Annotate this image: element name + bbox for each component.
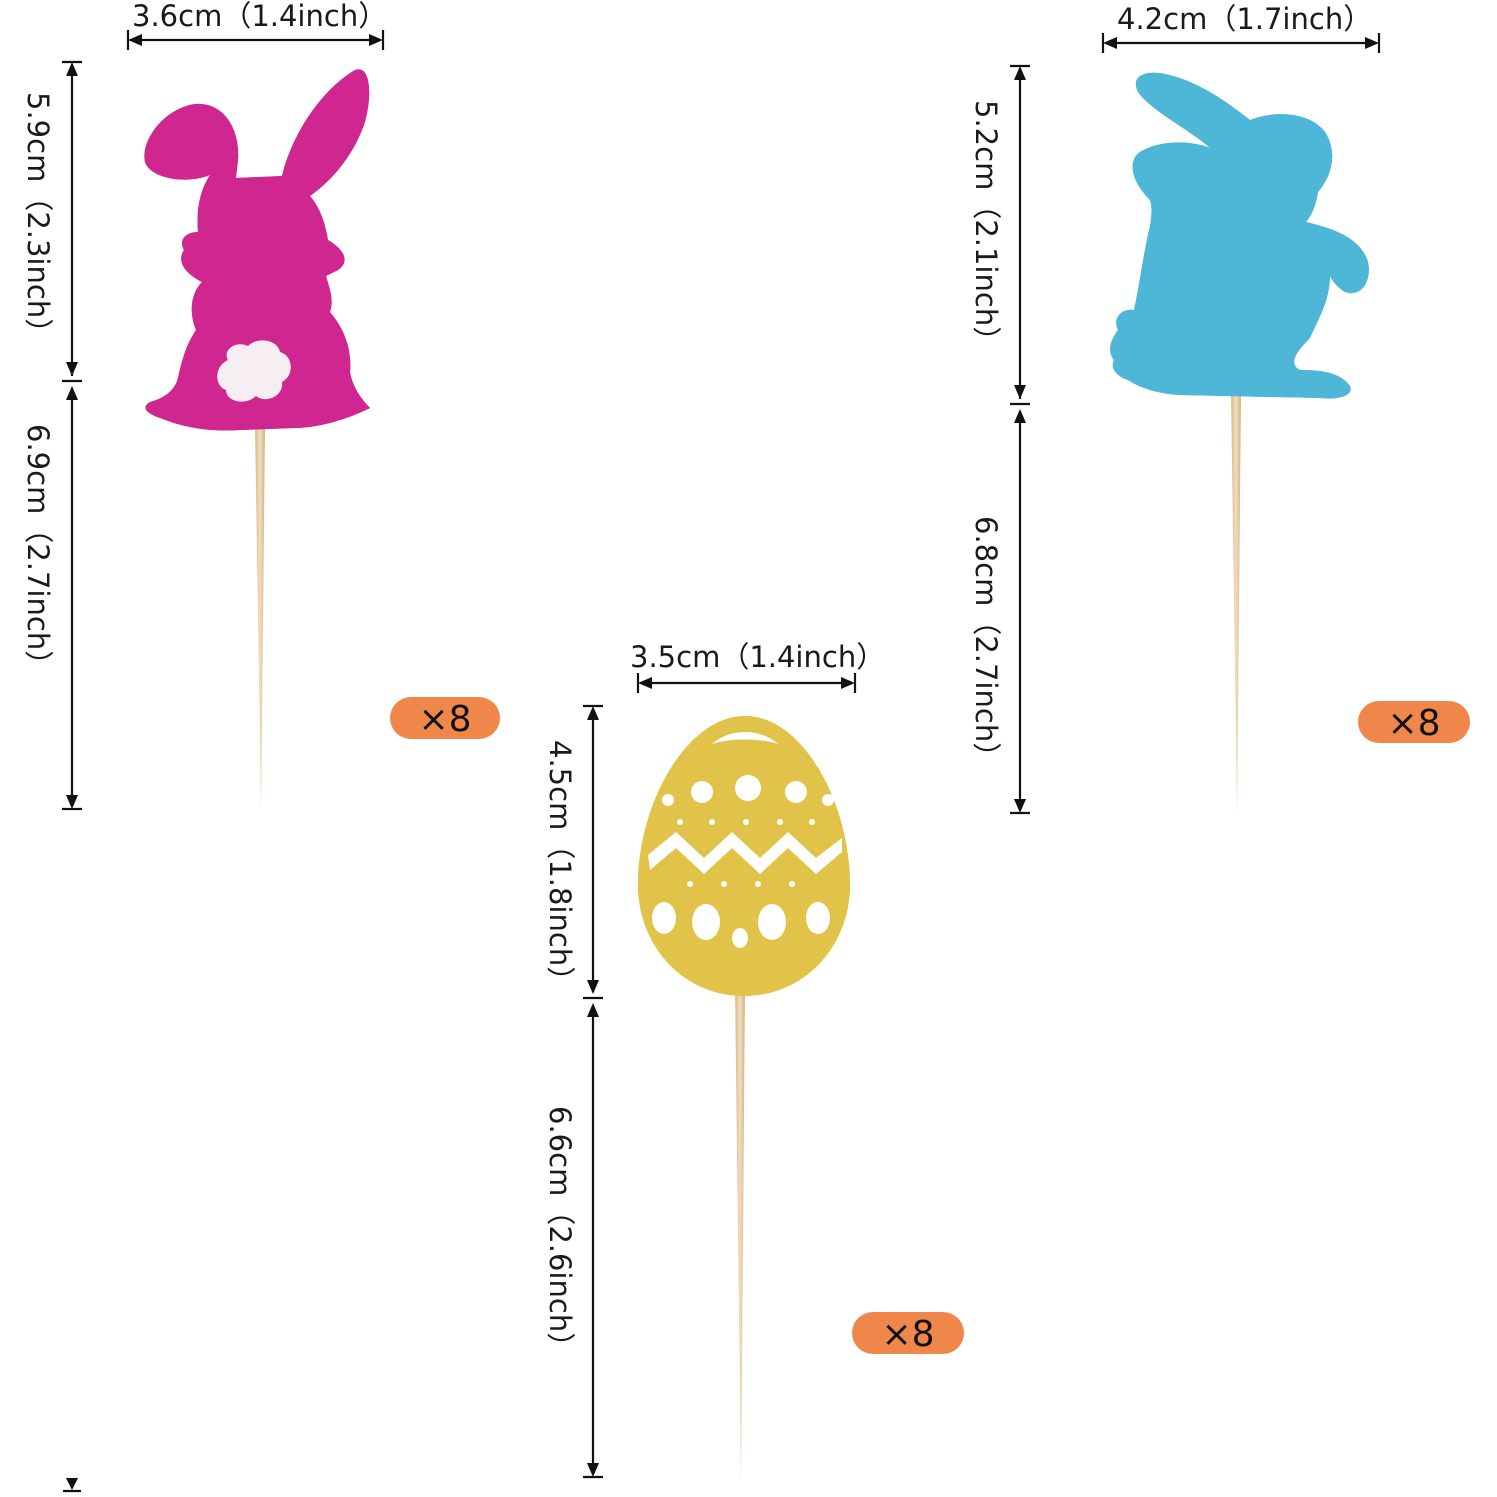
blue-bunny-topper (1110, 72, 1369, 815)
gold-egg-height-dimension: 4.5cm（1.8inch） (543, 704, 603, 1000)
gold-egg-stick-label: 6.6cm（2.6inch） (543, 1106, 577, 1361)
gold-egg-stick (735, 985, 745, 1485)
pink-bunny-quantity: ×8 (418, 699, 471, 740)
gold-egg-pattern (648, 732, 842, 948)
stray-arrow-mark (63, 1478, 81, 1493)
blue-bunny-width-label: 4.2cm（1.7inch） (1117, 2, 1372, 36)
gold-egg-icon (637, 716, 851, 996)
pink-bunny-stick-label: 6.9cm（2.7inch） (21, 424, 55, 679)
pink-bunny-height-dimension: 5.9cm（2.3inch） (21, 60, 82, 383)
pink-bunny-tail (217, 340, 291, 402)
blue-bunny-height-dimension: 5.2cm（2.1inch） (969, 64, 1030, 406)
gold-egg-topper (637, 716, 851, 1485)
gold-egg-height-label: 4.5cm（1.8inch） (543, 740, 577, 995)
pink-bunny-icon (144, 69, 370, 431)
blue-bunny-height-label: 5.2cm（2.1inch） (969, 100, 1003, 355)
blue-bunny-stick-label: 6.8cm（2.7inch） (969, 516, 1003, 771)
pink-bunny-width-label: 3.6cm（1.4inch） (132, 0, 387, 33)
blue-bunny-stick (1231, 392, 1241, 815)
gold-egg-width-dimension: 3.5cm（1.4inch） (630, 640, 885, 693)
pink-bunny-stick-dimension: 6.9cm（2.7inch） (21, 386, 82, 811)
pink-bunny-topper (144, 69, 370, 812)
pink-bunny-height-label: 5.9cm（2.3inch） (21, 92, 55, 347)
gold-egg-stick-dimension: 6.6cm（2.6inch） (543, 1003, 603, 1479)
gold-egg-quantity: ×8 (881, 1314, 934, 1355)
blue-bunny-icon (1110, 72, 1369, 399)
pink-bunny-stick (255, 425, 265, 812)
pink-bunny-quantity-badge: ×8 (390, 697, 500, 740)
blue-bunny-width-dimension: 4.2cm（1.7inch） (1101, 2, 1381, 53)
blue-bunny-stick-dimension: 6.8cm（2.7inch） (969, 409, 1030, 815)
gold-egg-width-label: 3.5cm（1.4inch） (630, 640, 885, 674)
gold-egg-quantity-badge: ×8 (852, 1312, 964, 1355)
blue-bunny-quantity: ×8 (1387, 703, 1440, 744)
blue-bunny-quantity-badge: ×8 (1358, 701, 1470, 744)
pink-bunny-width-dimension: 3.6cm（1.4inch） (126, 0, 387, 50)
